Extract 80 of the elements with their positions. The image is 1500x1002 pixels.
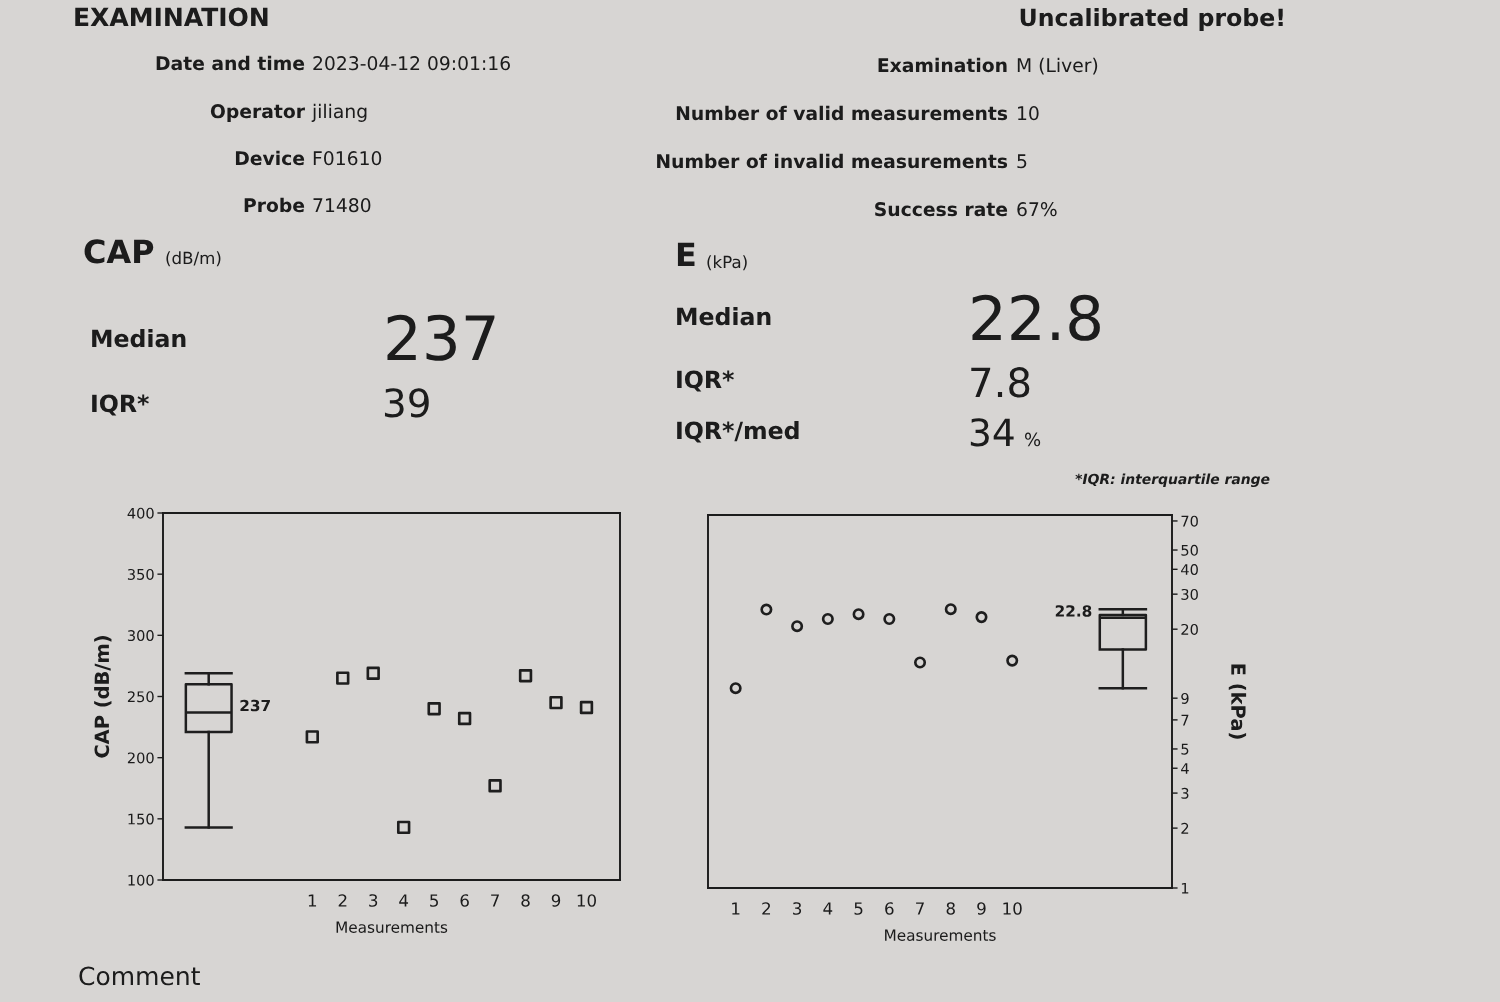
- x-tick-label: 10: [1003, 902, 1022, 915]
- y-tick-label: 20: [1181, 623, 1198, 635]
- x-tick-label: 1: [308, 894, 317, 907]
- text: IQR*: [677, 370, 734, 392]
- text: Probe: [244, 197, 305, 213]
- y-tick-label: 7: [1181, 714, 1189, 726]
- y-axis-title: E (kPa): [1228, 664, 1247, 739]
- x-tick-label: 3: [793, 902, 802, 915]
- x-tick-label: 6: [460, 894, 469, 907]
- x-tick-label: 7: [916, 902, 924, 915]
- y-tick-label: 1: [1181, 882, 1189, 894]
- x-tick-label: 10: [577, 894, 596, 907]
- text: Examination: [878, 57, 1007, 73]
- text: 7.8: [971, 367, 1030, 398]
- x-tick-label: 2: [762, 902, 771, 915]
- y-tick-label: 9: [1181, 692, 1189, 704]
- text: 34: [970, 418, 1014, 447]
- text: F01610: [313, 151, 382, 166]
- text: Median: [92, 329, 186, 348]
- text: 71480: [313, 198, 371, 213]
- x-tick-label: 5: [430, 894, 438, 907]
- y-tick-label: 100: [128, 874, 154, 886]
- y-tick-label: 5: [1181, 743, 1189, 755]
- text: Number of invalid measurements: [657, 153, 1008, 169]
- y-tick-label: 200: [127, 752, 154, 764]
- y-tick-label: 70: [1181, 515, 1198, 527]
- text: E: [677, 242, 695, 266]
- y-tick-label: 40: [1181, 564, 1198, 576]
- text: jiliang: [311, 103, 367, 122]
- x-tick-label: 8: [946, 902, 955, 915]
- text: IQR*/med: [677, 421, 799, 443]
- text: IQR*: [92, 394, 149, 416]
- y-tick-label: 350: [127, 568, 154, 580]
- x-axis-title: Measurements: [885, 929, 996, 941]
- y-axis-title: CAP (dB/m): [94, 636, 112, 758]
- x-tick-label: 8: [521, 894, 530, 907]
- text: Comment: [79, 966, 200, 986]
- text: M (Liver): [1017, 57, 1098, 75]
- x-tick-label: 5: [854, 902, 863, 915]
- x-axis-title: Measurements: [336, 921, 448, 933]
- text: Success rate: [875, 202, 1008, 217]
- y-tick-label: 4: [1181, 763, 1189, 774]
- y-tick-label: 2: [1181, 822, 1189, 834]
- text: 10: [1018, 106, 1039, 121]
- x-tick-label: 2: [338, 894, 347, 907]
- text: Uncalibrated probe!: [1020, 8, 1283, 31]
- y-tick-label: 50: [1181, 544, 1198, 556]
- y-tick-label: 150: [128, 813, 154, 825]
- text: 67%: [1017, 202, 1057, 217]
- y-tick-label: 300: [127, 630, 154, 642]
- text: 22.8: [972, 294, 1100, 341]
- annotation: 237: [240, 699, 270, 712]
- x-tick-label: 1: [732, 902, 740, 915]
- text: Date and time: [156, 55, 305, 71]
- text: %: [1025, 432, 1041, 447]
- text: 5: [1017, 154, 1027, 169]
- text: (kPa): [707, 255, 747, 271]
- text: Number of valid measurements: [676, 105, 1008, 121]
- x-tick-label: 4: [399, 894, 409, 907]
- text: 2023-04-12 09:01:16: [313, 56, 510, 71]
- text: (dB/m): [166, 251, 221, 267]
- text: 237: [387, 314, 495, 361]
- y-tick-label: 3: [1181, 787, 1189, 799]
- annotation: 22.8: [1055, 605, 1092, 617]
- text: Operator: [210, 104, 305, 122]
- x-tick-label: 7: [491, 894, 499, 907]
- x-tick-label: 4: [823, 902, 833, 915]
- x-tick-label: 9: [551, 894, 561, 907]
- text: Median: [677, 307, 771, 326]
- y-tick-label: 250: [127, 691, 154, 703]
- x-tick-label: 6: [885, 902, 894, 915]
- text: *IQR: interquartile range: [1075, 473, 1270, 487]
- y-tick-label: 400: [127, 507, 154, 519]
- x-tick-label: 3: [369, 894, 378, 907]
- y-tick-label: 30: [1181, 588, 1198, 600]
- x-tick-label: 9: [977, 902, 986, 915]
- text: Device: [235, 150, 305, 166]
- text: 39: [384, 388, 429, 418]
- text: EXAMINATION: [75, 7, 268, 27]
- text: CAP: [84, 239, 154, 264]
